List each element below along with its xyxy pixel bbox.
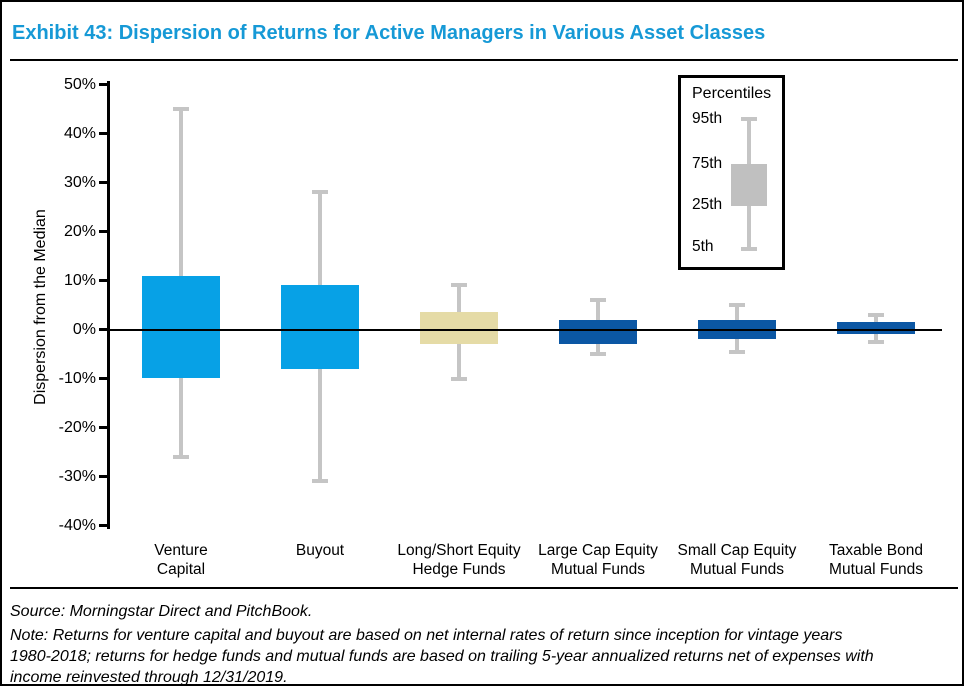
whisker-cap-95th xyxy=(312,190,328,195)
zero-baseline xyxy=(107,328,942,331)
whisker-cap-5th xyxy=(173,454,189,459)
iqr-box xyxy=(142,275,220,379)
legend-label-25th: 25th xyxy=(692,196,723,213)
note-line: income reinvested through 12/31/2019. xyxy=(10,669,288,686)
iqr-box xyxy=(837,322,915,335)
category-label: Buyout xyxy=(295,542,345,559)
whisker-cap-5th xyxy=(868,339,884,344)
category-label: Taxable Bond Mutual Funds xyxy=(829,542,923,578)
whisker-cap-5th xyxy=(312,479,328,484)
iqr-box xyxy=(559,319,637,345)
note-line: Note: Returns for venture capital and bu… xyxy=(10,627,843,644)
whisker-cap-95th xyxy=(729,303,745,307)
y-axis-title: Dispersion from the Median xyxy=(32,209,49,405)
y-axis-tick xyxy=(99,181,107,184)
iqr-box xyxy=(420,312,498,345)
box-plot-chart: Dispersion from the Median Percentiles 9… xyxy=(2,2,962,602)
legend-iqr-box-icon xyxy=(731,164,767,206)
legend-whisker-cap-5th xyxy=(741,247,757,251)
legend-label-75th: 75th xyxy=(692,155,723,172)
y-axis-tick-label: -10% xyxy=(58,369,96,387)
category-label: Small Cap Equity Mutual Funds xyxy=(677,542,797,578)
note-text: Note: Returns for venture capital and bu… xyxy=(10,625,958,686)
source-text: Source: Morningstar Direct and PitchBook… xyxy=(10,603,313,620)
title-divider xyxy=(10,59,958,61)
y-axis-tick xyxy=(99,279,107,282)
y-axis-line xyxy=(107,81,110,529)
legend-label-5th: 5th xyxy=(692,238,714,255)
whisker-cap-95th xyxy=(173,107,189,111)
y-axis-tick xyxy=(99,475,107,478)
y-axis-tick-label: -40% xyxy=(58,516,96,534)
category-label: Large Cap Equity Mutual Funds xyxy=(538,542,658,578)
y-axis-tick-label: 50% xyxy=(63,75,96,93)
y-axis-tick-label: -30% xyxy=(58,467,96,485)
y-axis-tick xyxy=(99,377,107,380)
whisker-cap-5th xyxy=(590,352,606,356)
whisker-cap-95th xyxy=(590,298,606,303)
legend-label-95th: 95th xyxy=(692,110,723,127)
note-line: 1980-2018; returns for hedge funds and m… xyxy=(10,648,874,665)
y-axis-tick-label: -20% xyxy=(58,418,96,436)
y-axis-tick-label: 40% xyxy=(63,124,96,142)
iqr-box xyxy=(281,285,359,369)
category-label: Venture Capital xyxy=(154,542,208,578)
y-axis-tick-label: 30% xyxy=(63,173,96,191)
whisker-cap-5th xyxy=(729,349,745,354)
whisker-cap-95th xyxy=(451,283,467,288)
whisker-cap-5th xyxy=(451,376,467,381)
y-axis-tick-label: 10% xyxy=(63,271,96,289)
footer-divider xyxy=(10,587,958,589)
category-label: Long/Short Equity Hedge Funds xyxy=(397,542,521,578)
y-axis-tick xyxy=(99,132,107,135)
y-axis-tick xyxy=(99,524,107,527)
legend-whisker-cap-95th xyxy=(741,117,757,121)
exhibit-title: Exhibit 43: Dispersion of Returns for Ac… xyxy=(12,22,766,44)
legend-title: Percentiles xyxy=(692,85,772,102)
footer: Source: Morningstar Direct and PitchBook… xyxy=(10,601,958,686)
y-axis-tick-label: 20% xyxy=(63,222,96,240)
y-axis-tick xyxy=(99,230,107,233)
y-axis-tick xyxy=(99,426,107,429)
y-axis-tick xyxy=(99,328,107,331)
whisker-cap-95th xyxy=(868,312,884,317)
percentiles-legend: Percentiles 95th 75th 25th 5th xyxy=(678,75,785,270)
y-axis-tick xyxy=(99,83,107,86)
y-axis-tick-label: 0% xyxy=(72,320,96,338)
